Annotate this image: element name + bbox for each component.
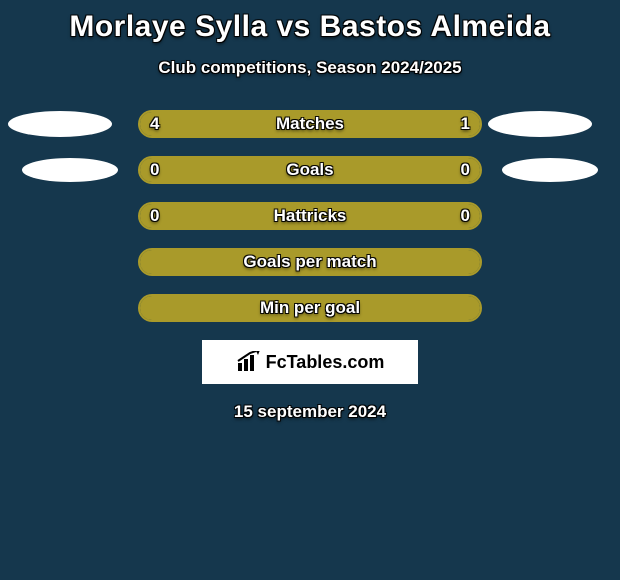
- player-left-oval: [8, 111, 112, 137]
- stat-bar-right: [310, 204, 480, 228]
- stat-bar-track: [138, 156, 482, 184]
- stat-bar-track: [138, 202, 482, 230]
- stat-bar-left: [140, 296, 310, 320]
- stat-row: Min per goal: [0, 294, 620, 322]
- stat-bar-right: [310, 158, 480, 182]
- stat-bar-track: [138, 110, 482, 138]
- player-right-oval: [488, 111, 592, 137]
- player-right-oval: [502, 158, 598, 182]
- logo-box: FcTables.com: [202, 340, 418, 384]
- stat-bar-left: [140, 204, 310, 228]
- stat-bar-left: [140, 158, 310, 182]
- comparison-canvas: Morlaye Sylla vs Bastos Almeida Club com…: [0, 0, 620, 580]
- date-text: 15 september 2024: [0, 402, 620, 422]
- player-left-oval: [22, 158, 118, 182]
- stat-row: Goals00: [0, 156, 620, 184]
- stat-bar-right: [310, 296, 480, 320]
- page-title: Morlaye Sylla vs Bastos Almeida: [0, 0, 620, 44]
- stat-bar-track: [138, 294, 482, 322]
- stat-bar-left: [140, 250, 310, 274]
- stat-row: Hattricks00: [0, 202, 620, 230]
- stat-row: Goals per match: [0, 248, 620, 276]
- stat-bar-right: [412, 112, 480, 136]
- stat-bar-right: [310, 250, 480, 274]
- logo-chart-icon: [236, 351, 262, 373]
- stat-bar-left: [140, 112, 412, 136]
- stat-rows: Matches41 Goals00 Hattricks00 Goals per mat…: [0, 110, 620, 322]
- logo-text: FcTables.com: [266, 352, 385, 373]
- page-subtitle: Club competitions, Season 2024/2025: [0, 58, 620, 78]
- stat-row: Matches41: [0, 110, 620, 138]
- stat-bar-track: [138, 248, 482, 276]
